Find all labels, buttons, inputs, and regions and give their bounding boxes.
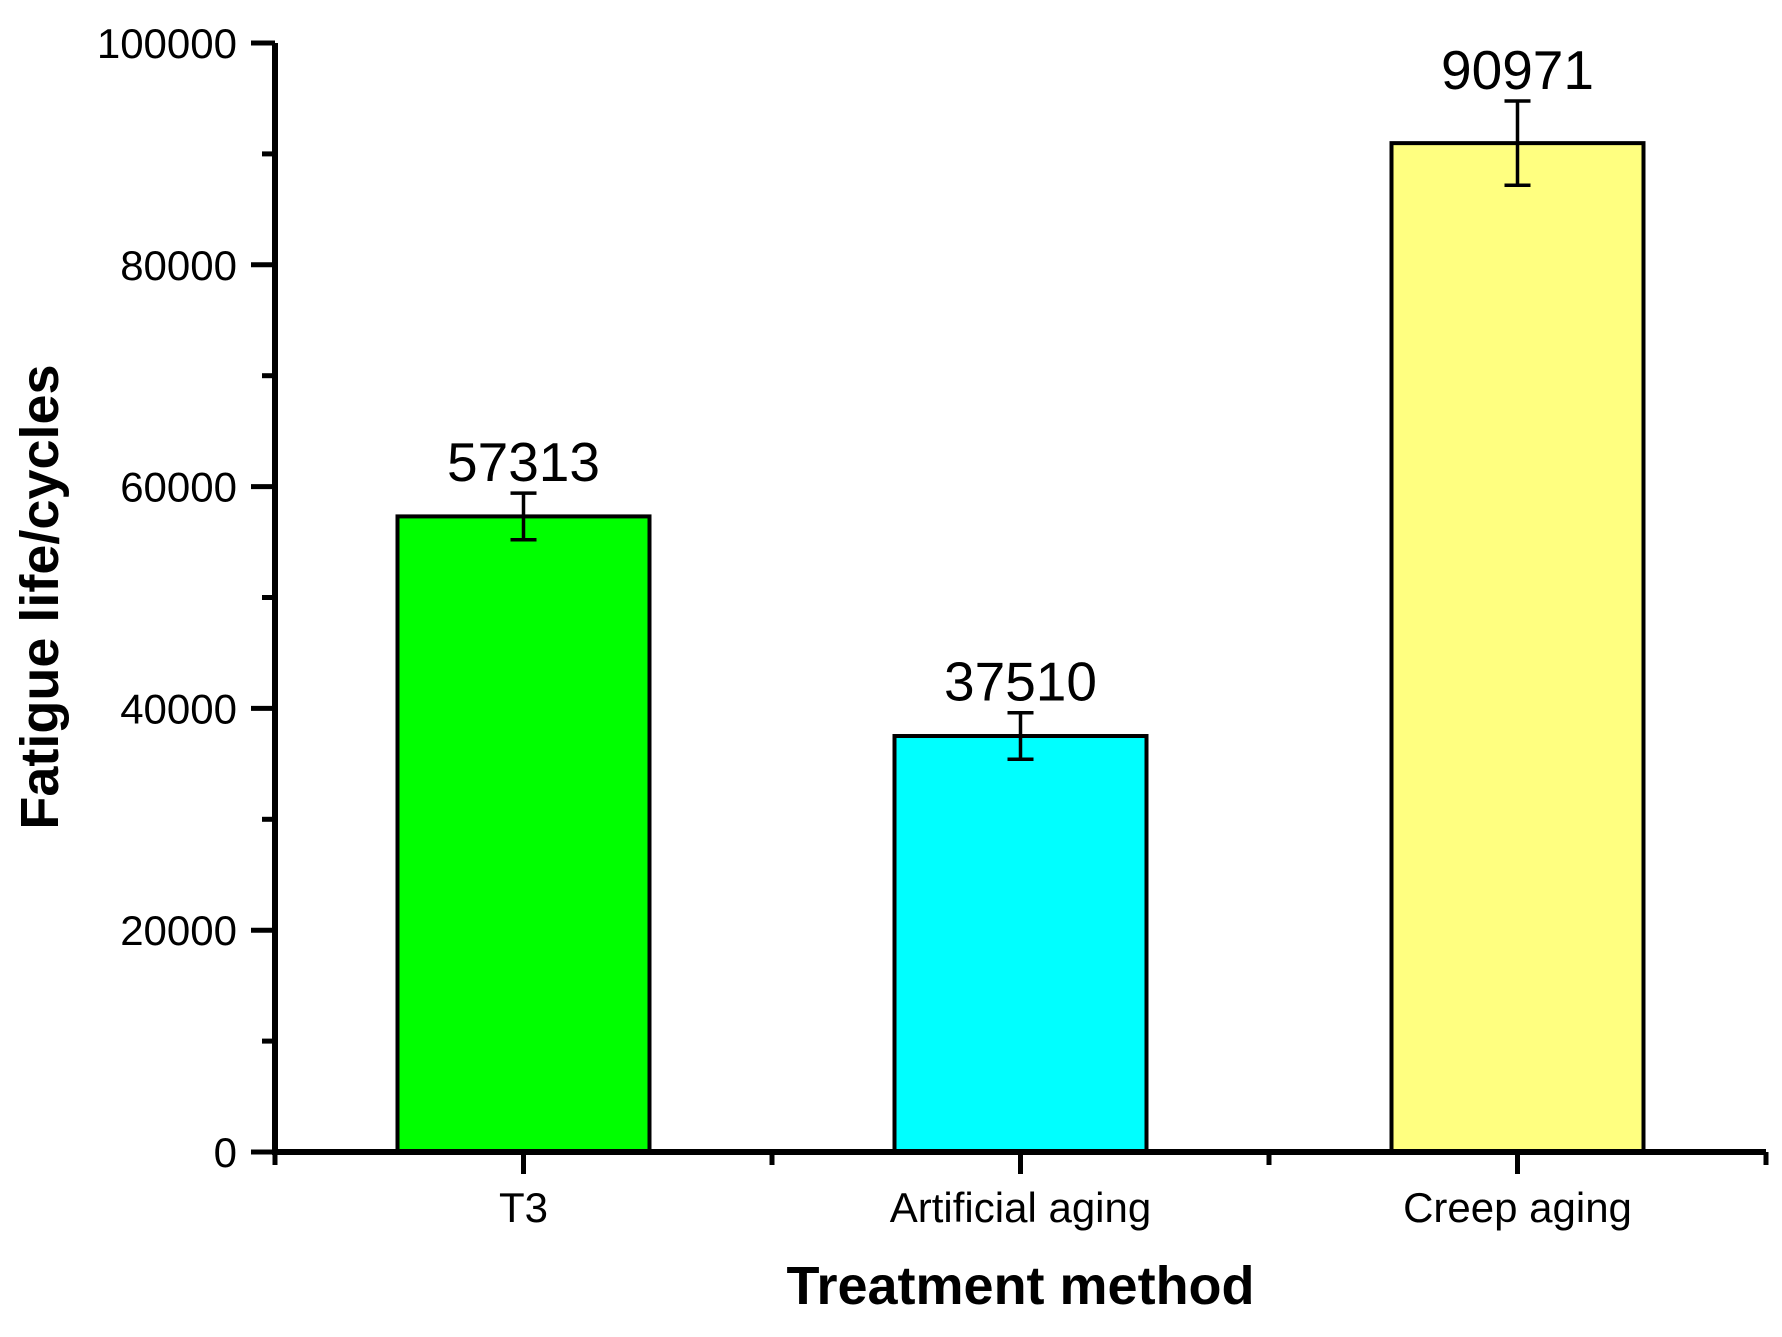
y-tick-label: 100000 — [97, 20, 237, 67]
value-label: 90971 — [1441, 39, 1594, 101]
x-category-label: Creep aging — [1403, 1184, 1632, 1231]
value-label: 57313 — [447, 431, 600, 493]
y-tick-label: 20000 — [120, 907, 237, 954]
y-axis-title: Fatigue life/cycles — [10, 364, 70, 830]
x-axis-title: Treatment method — [786, 1256, 1255, 1316]
y-tick-label: 60000 — [120, 464, 237, 511]
bar — [892, 734, 1149, 1154]
x-category-label: Artificial aging — [890, 1184, 1151, 1231]
y-tick-label: 80000 — [120, 242, 237, 289]
axis-lines — [272, 43, 1766, 1155]
x-category-label: T3 — [499, 1184, 548, 1231]
y-tick-label: 0 — [214, 1129, 237, 1176]
y-tick-label: 40000 — [120, 685, 237, 732]
bar — [1389, 141, 1646, 1155]
value-label: 37510 — [944, 651, 1097, 713]
bar — [395, 514, 652, 1154]
